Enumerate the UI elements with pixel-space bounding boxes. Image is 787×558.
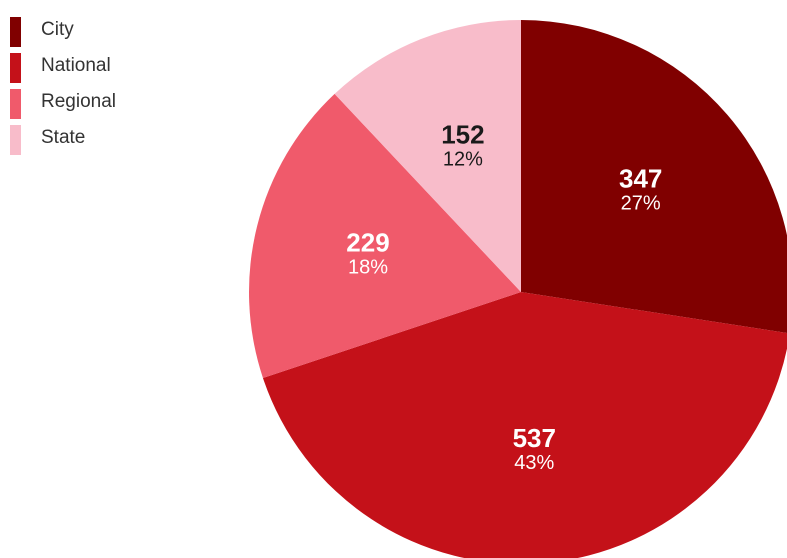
slice-percent-label: 43% [514,452,554,474]
slice-value-label: 229 [346,227,389,257]
legend-swatch [10,17,21,47]
legend-swatch [10,89,21,119]
legend-item-regional[interactable]: Regional [10,86,116,122]
slice-percent-label: 12% [443,148,483,170]
slice-value-label: 347 [619,163,662,193]
legend-label: City [41,19,74,40]
legend-item-state[interactable]: State [10,122,116,158]
pie-slice-city[interactable] [521,20,787,333]
pie-slice-regional[interactable] [249,93,522,378]
legend-swatch [10,125,21,155]
pie-slice-national[interactable] [262,292,787,558]
legend: City National Regional State [10,14,116,158]
slice-percent-label: 18% [348,256,388,278]
pie-slice-state[interactable] [334,20,521,292]
slice-value-label: 537 [513,423,556,453]
slice-percent-label: 27% [621,192,661,214]
legend-label: Regional [41,91,116,112]
legend-item-national[interactable]: National [10,50,116,86]
legend-swatch [10,53,21,83]
legend-label: State [41,127,86,148]
slice-value-label: 152 [441,119,484,149]
legend-label: National [41,55,111,76]
legend-item-city[interactable]: City [10,14,116,50]
